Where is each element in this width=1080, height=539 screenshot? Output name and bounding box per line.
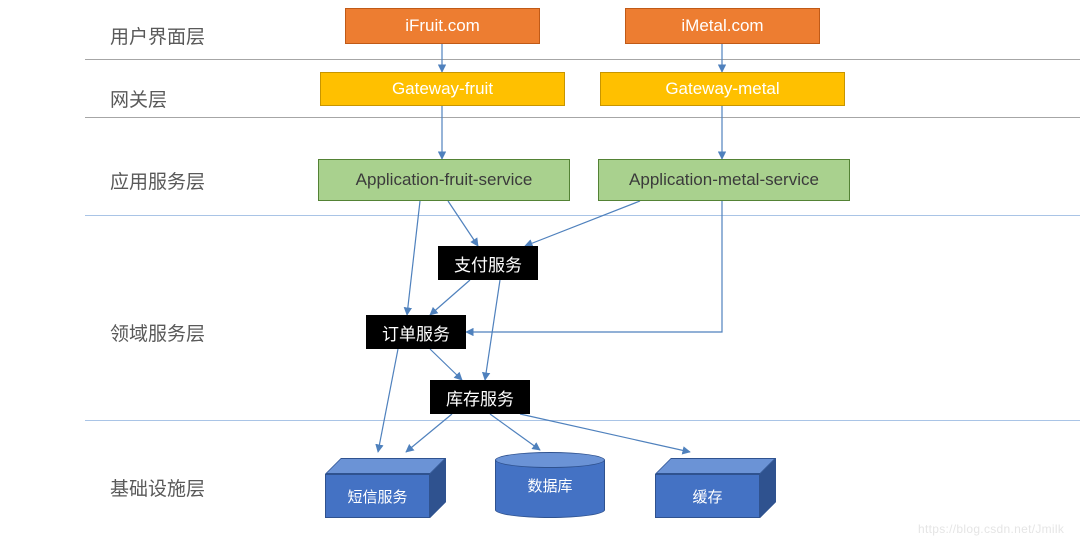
layer-label-app: 应用服务层 — [110, 167, 205, 194]
infra-db: 数据库 — [495, 452, 605, 526]
edge — [525, 201, 640, 246]
edge — [430, 349, 462, 380]
edge — [430, 280, 470, 315]
node-gwfruit: Gateway-fruit — [320, 72, 565, 106]
row-sep-4 — [85, 420, 1080, 421]
watermark: https://blog.csdn.net/Jmilk — [918, 522, 1064, 536]
edge — [407, 201, 420, 315]
diagram-stage: { "canvas": { "width": 1080, "height": 5… — [0, 0, 1080, 539]
node-label: Gateway-fruit — [392, 79, 493, 99]
edge — [485, 280, 500, 380]
infra-sms: 短信服务 — [325, 458, 446, 518]
node-label: iFruit.com — [405, 16, 480, 36]
infra-cache: 缓存 — [655, 458, 776, 518]
row-sep-2 — [85, 117, 1080, 118]
infra-label: 短信服务 — [325, 474, 430, 518]
layer-label-ui: 用户界面层 — [110, 22, 205, 49]
node-pay: 支付服务 — [438, 246, 538, 280]
node-label: Gateway-metal — [665, 79, 779, 99]
node-stock: 库存服务 — [430, 380, 530, 414]
node-ifruit: iFruit.com — [345, 8, 540, 44]
edge — [378, 349, 398, 452]
node-imetal: iMetal.com — [625, 8, 820, 44]
node-label: iMetal.com — [681, 16, 763, 36]
node-order: 订单服务 — [366, 315, 466, 349]
node-appfruit: Application-fruit-service — [318, 159, 570, 201]
layer-label-domain: 领域服务层 — [110, 319, 205, 346]
node-label: 库存服务 — [446, 385, 514, 410]
edge — [448, 201, 478, 246]
node-label: Application-fruit-service — [356, 170, 533, 190]
row-sep-3 — [85, 215, 1080, 216]
layer-label-gw: 网关层 — [110, 85, 167, 112]
node-appmetal: Application-metal-service — [598, 159, 850, 201]
node-gwmetal: Gateway-metal — [600, 72, 845, 106]
layer-label-infra: 基础设施层 — [110, 474, 205, 501]
row-sep-1 — [85, 59, 1080, 60]
node-label: Application-metal-service — [629, 170, 819, 190]
node-label: 支付服务 — [454, 251, 522, 276]
infra-label: 缓存 — [655, 474, 760, 518]
node-label: 订单服务 — [382, 320, 450, 345]
